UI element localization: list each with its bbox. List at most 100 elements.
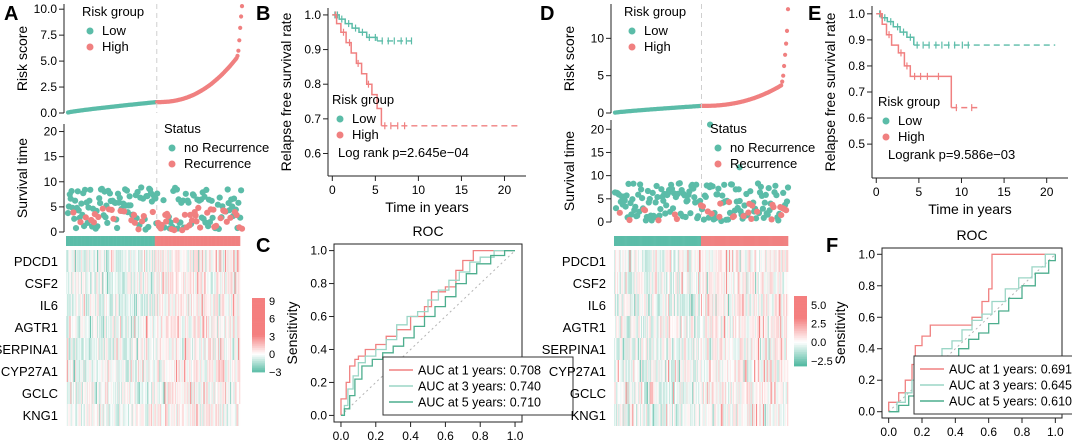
heatmap-cell <box>142 382 144 404</box>
heatmap-cell <box>145 360 148 382</box>
heatmap-group-bar-cell <box>76 236 78 246</box>
heatmap-cell <box>682 250 684 272</box>
heatmap-cell <box>187 294 189 316</box>
surv-point-recurrence <box>149 208 156 216</box>
heatmap-group-bar-cell <box>730 236 732 246</box>
heatmap-cell <box>216 382 219 404</box>
heatmap-cell <box>767 382 769 404</box>
heatmap-legend-step <box>252 370 265 373</box>
heatmap-cell <box>766 338 768 360</box>
heatmap-cell <box>113 360 116 382</box>
panel-e-km-y-tick-label: 0.6 <box>848 111 865 125</box>
panel-c-roc-x-tick-label: 0.2 <box>367 429 384 440</box>
heatmap-cell <box>220 316 222 338</box>
heatmap-cell <box>756 250 758 272</box>
heatmap-cell <box>107 360 109 382</box>
heatmap-cell <box>647 404 650 426</box>
heatmap-cell <box>669 382 671 404</box>
heatmap-legend-step <box>794 304 807 307</box>
heatmap-group-bar-cell <box>155 236 157 246</box>
heatmap-cell <box>648 404 651 426</box>
heatmap-cell <box>641 338 643 360</box>
heatmap-cell <box>195 250 197 272</box>
heatmap-cell <box>176 338 178 360</box>
heatmap-cell <box>187 250 189 272</box>
surv-point-no-recurrence <box>152 195 159 202</box>
heatmap-cell <box>132 316 134 338</box>
heatmap-cell <box>769 250 771 272</box>
panel-d-surv-y-tick-label: 10 <box>591 169 605 183</box>
heatmap-cell <box>204 338 206 360</box>
heatmap-cell <box>225 382 227 404</box>
heatmap-cell <box>223 338 225 360</box>
heatmap-cell <box>137 272 140 294</box>
heatmap-cell <box>136 250 138 272</box>
surv-point-no-recurrence <box>216 194 223 201</box>
heatmap-cell <box>778 316 780 338</box>
heatmap-group-bar-cell <box>186 236 188 246</box>
heatmap-cell <box>714 250 716 272</box>
heatmap-cell <box>618 338 621 360</box>
heatmap-cell <box>233 272 235 294</box>
heatmap-cell <box>180 382 182 404</box>
panel-a-heatmap: PDCD1CSF2IL6AGTR1SERPINA1CYP27A1GCLCKNG1… <box>0 236 282 426</box>
heatmap-cell <box>784 316 786 338</box>
heatmap-cell <box>101 294 103 316</box>
heatmap-cell <box>234 272 236 294</box>
heatmap-cell <box>138 272 140 294</box>
heatmap-cell <box>238 272 240 294</box>
panel-a-risk-y-tick-label: 10.0 <box>34 2 58 16</box>
heatmap-cell <box>166 316 168 338</box>
heatmap-cell <box>66 360 68 382</box>
heatmap-cell <box>713 294 715 316</box>
heatmap-cell <box>191 294 193 316</box>
heatmap-cell <box>209 294 212 316</box>
heatmap-cell <box>634 294 636 316</box>
heatmap-cell <box>124 250 126 272</box>
heatmap-cell <box>692 294 694 316</box>
heatmap-cell <box>776 250 778 272</box>
heatmap-cell <box>85 360 87 382</box>
heatmap-cell <box>164 360 166 382</box>
heatmap-cell <box>664 294 666 316</box>
heatmap-cell <box>90 382 93 404</box>
heatmap-cell <box>122 382 125 404</box>
heatmap-cell <box>194 382 196 404</box>
heatmap-cell <box>210 272 212 294</box>
heatmap-cell <box>787 294 789 316</box>
heatmap-group-bar-cell <box>619 236 622 246</box>
heatmap-cell <box>729 382 731 404</box>
heatmap-cell <box>647 272 650 294</box>
heatmap-legend-step <box>794 360 807 363</box>
surv-point-no-recurrence <box>747 188 754 195</box>
heatmap-cell <box>760 272 763 294</box>
heatmap-cell <box>759 316 761 338</box>
heatmap-cell <box>628 382 630 404</box>
heatmap-cell <box>127 404 129 426</box>
heatmap-cell <box>210 382 212 404</box>
heatmap-cell <box>720 360 722 382</box>
heatmap-legend-step <box>794 320 807 323</box>
surv-point-recurrence <box>163 218 170 225</box>
heatmap-legend-step <box>794 331 807 334</box>
panel-a-risk-y-label: Risk score <box>14 26 30 92</box>
heatmap-cell <box>715 316 717 338</box>
panel-a-risk-y-tick-label: 5.0 <box>40 54 57 68</box>
heatmap-cell <box>165 272 167 294</box>
heatmap-cell <box>631 250 633 272</box>
heatmap-cell <box>765 294 768 316</box>
heatmap-cell <box>127 250 129 272</box>
heatmap-cell <box>206 316 208 338</box>
heatmap-cell <box>656 338 658 360</box>
heatmap-cell <box>188 404 190 426</box>
heatmap-cell <box>133 272 135 294</box>
heatmap-cell <box>750 382 752 404</box>
heatmap-cell <box>780 404 782 426</box>
heatmap-cell <box>223 382 225 404</box>
heatmap-cell <box>664 250 666 272</box>
heatmap-cell <box>733 382 736 404</box>
heatmap-cell <box>194 294 196 316</box>
heatmap-cell <box>82 272 85 294</box>
heatmap-cell <box>713 250 715 272</box>
